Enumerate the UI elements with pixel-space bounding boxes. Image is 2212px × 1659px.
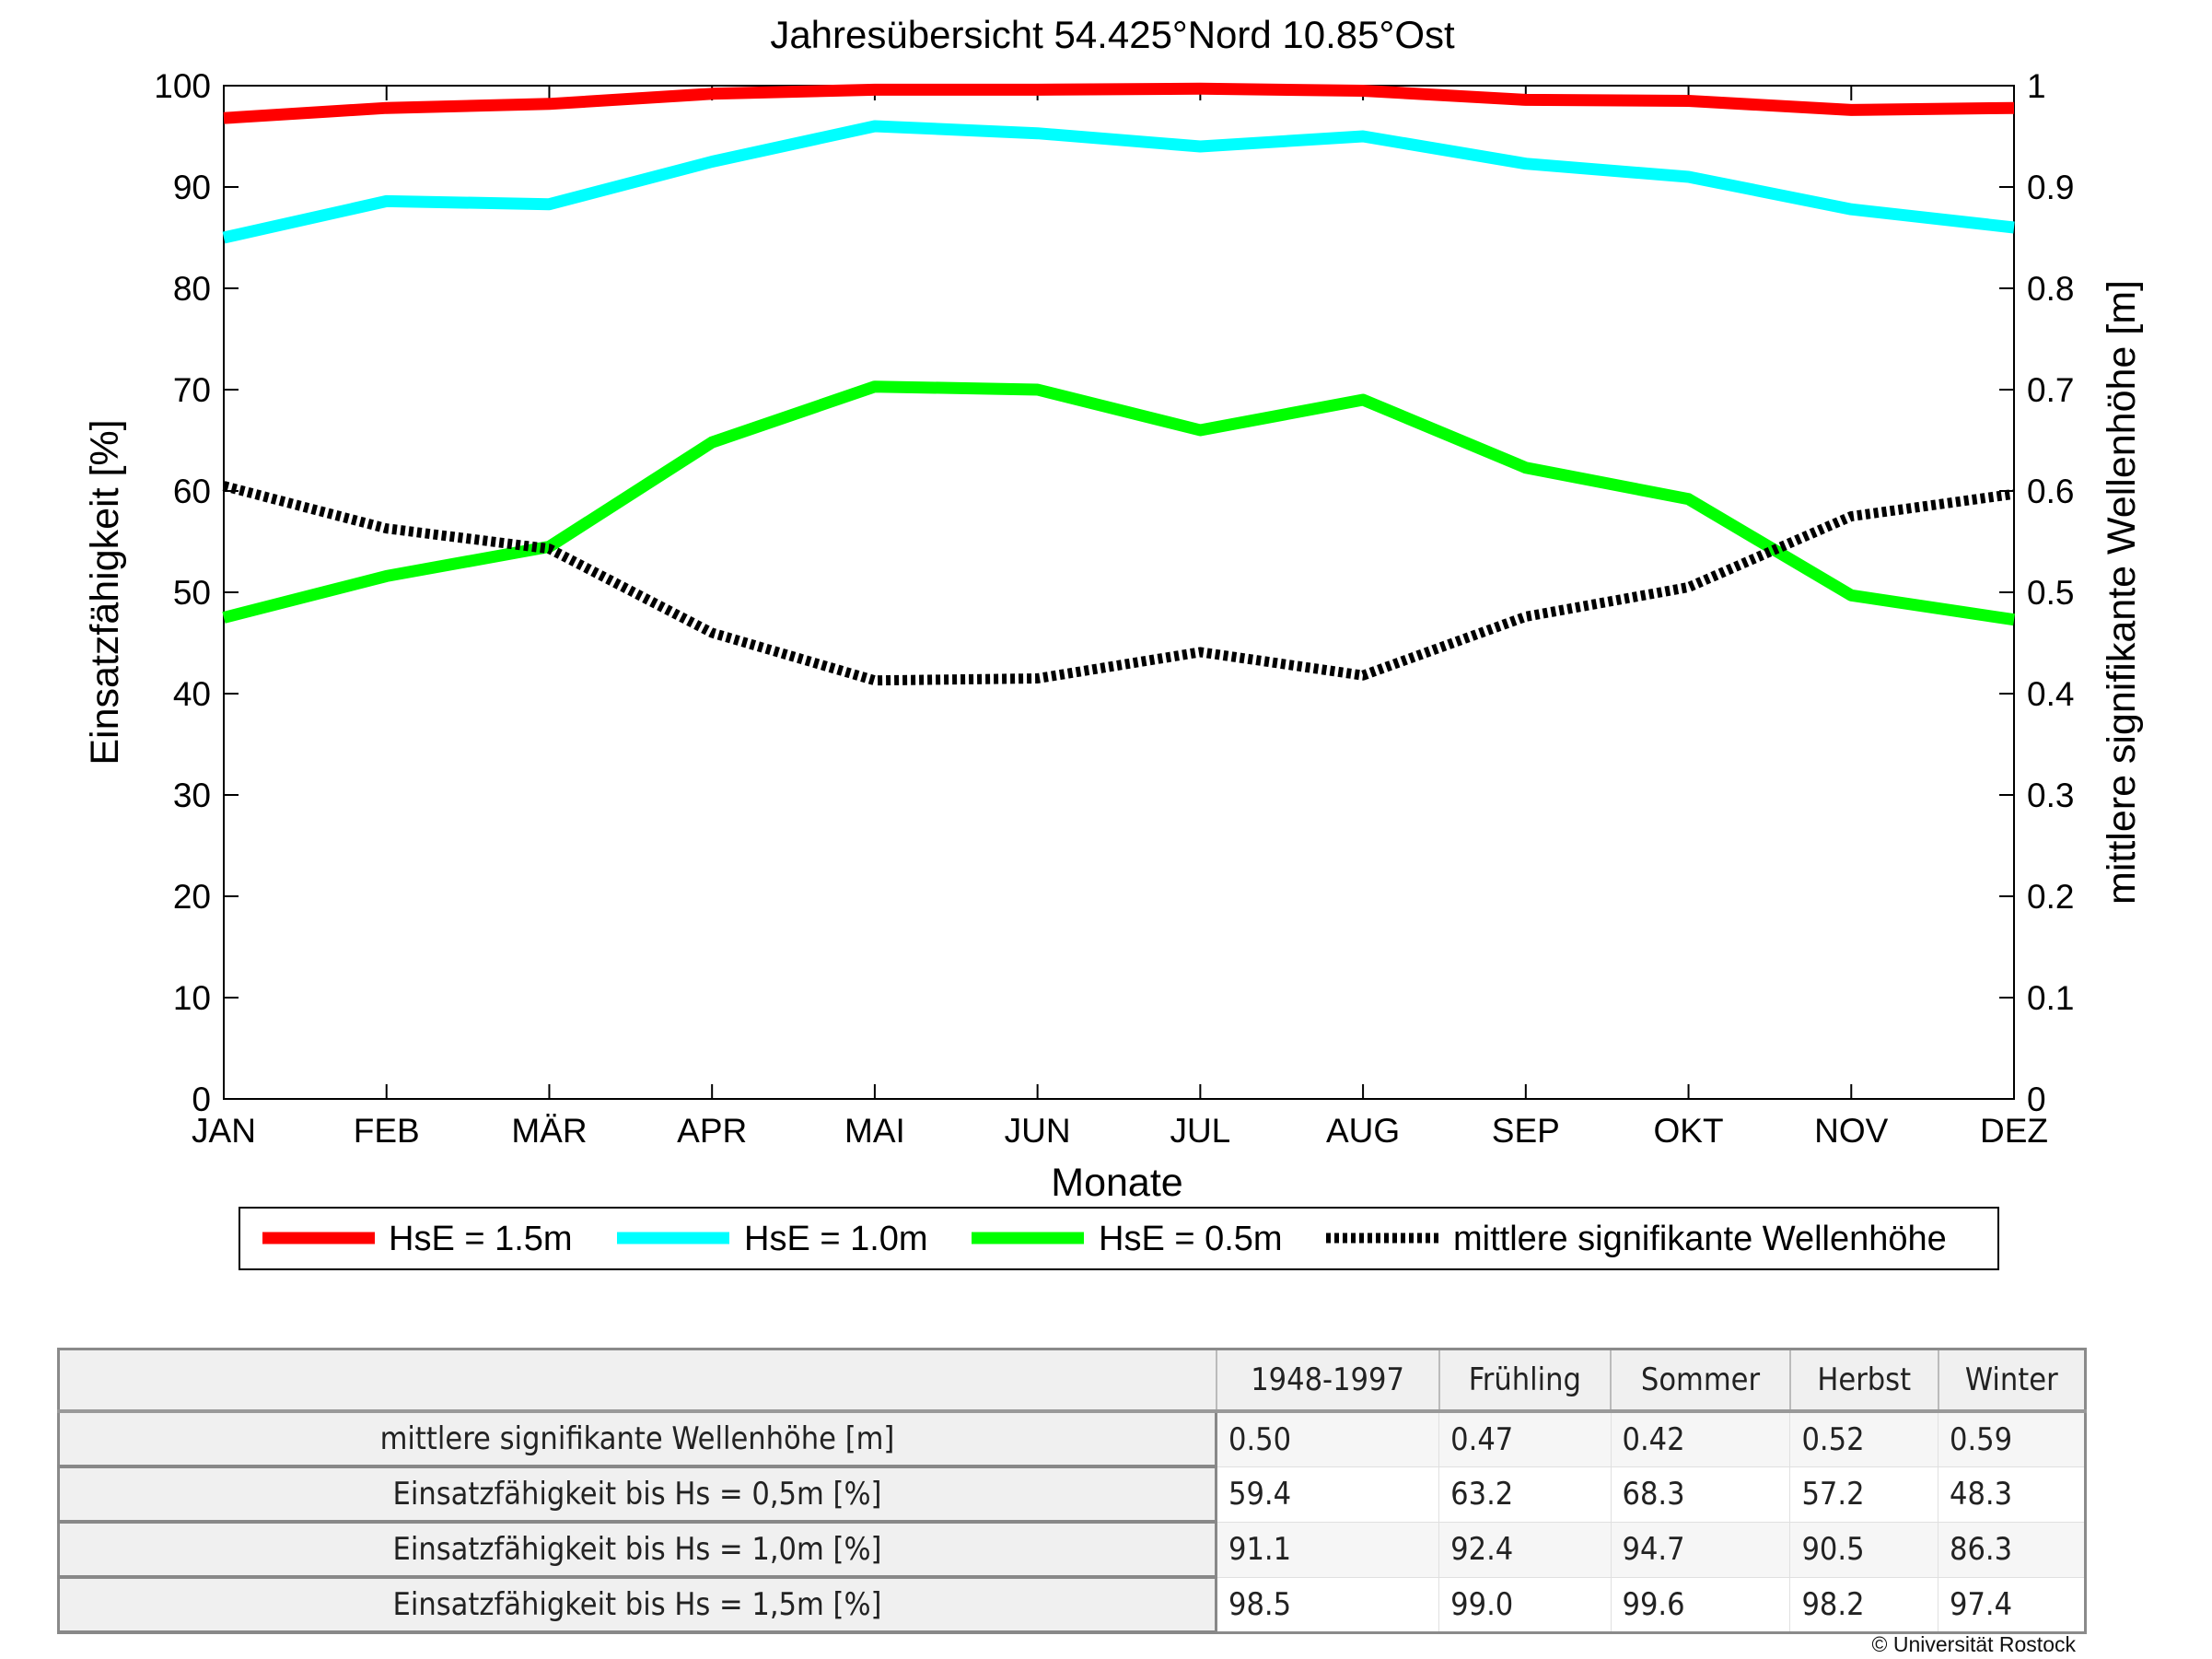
y-tick-label: 20 (173, 878, 211, 916)
table-cell: 94.7 (1610, 1521, 1791, 1578)
chart-title: Jahresübersicht 54.425°Nord 10.85°Ost (770, 13, 1455, 56)
x-tick-label: JAN (192, 1112, 256, 1150)
y2-tick-label: 0.5 (2027, 574, 2074, 612)
header-cell: Sommer (1610, 1349, 1791, 1413)
y2-tick-label: 0.3 (2027, 777, 2074, 814)
x-tick-label: JUL (1170, 1112, 1230, 1150)
table-cell: 48.3 (1938, 1466, 2086, 1523)
table-row: mittlere signifikante Wellenhöhe [m] 0.50… (58, 1410, 2086, 1468)
table-cell: 0.42 (1610, 1410, 1791, 1467)
y-tick-label: 80 (173, 270, 211, 308)
legend-label: mittlere signifikante Wellenhöhe (1453, 1220, 1947, 1258)
table-cell: 92.4 (1438, 1521, 1612, 1578)
y2-tick-label: 0.4 (2027, 675, 2074, 713)
header-cell: 1948-1997 (1215, 1349, 1440, 1413)
header-cell: Frühling (1438, 1349, 1612, 1413)
chart: Jahresübersicht 54.425°Nord 10.85°Ost 0 0 1… (83, 13, 2144, 1270)
table-row: Einsatzfähigkeit bis Hs = 1,0m [%] 91.1 92… (58, 1521, 2086, 1579)
y-axis-label: Einsatzfähigkeit [%] (83, 419, 127, 765)
x-tick-label: SEP (1492, 1112, 1560, 1150)
y2-tick-label: 0.8 (2027, 270, 2074, 308)
table-row: Einsatzfähigkeit bis Hs = 1,5m [%] 98.5 99… (58, 1576, 2086, 1634)
series-line-2 (222, 380, 2015, 626)
y-tick-label: 10 (173, 979, 211, 1017)
row-label: Einsatzfähigkeit bis Hs = 0,5m [%] (58, 1466, 1217, 1524)
table-cell: 99.0 (1438, 1576, 1612, 1633)
plot-area (223, 85, 2015, 1100)
x-tick-label: MAI (844, 1112, 905, 1150)
x-tick-label: MÄR (511, 1112, 587, 1150)
y-tick-label: 90 (173, 169, 211, 206)
x-tick-label: OKT (1654, 1112, 1724, 1150)
y2-tick-label: 0 (2027, 1081, 2046, 1118)
table-cell: 59.4 (1215, 1466, 1440, 1523)
table-cell: 0.59 (1938, 1410, 2086, 1467)
table-cell: 97.4 (1938, 1576, 2086, 1633)
table-cell: 90.5 (1789, 1521, 1939, 1578)
series-line-0 (223, 82, 2015, 124)
header-cell: Winter (1938, 1349, 2087, 1413)
table-cell: 63.2 (1438, 1466, 1612, 1523)
table-cell: 57.2 (1789, 1466, 1939, 1523)
series-line-1 (222, 120, 2015, 244)
legend-label: HsE = 1.5m (389, 1220, 573, 1258)
y2-tick-label: 0.6 (2027, 473, 2074, 510)
row-label: Einsatzfähigkeit bis Hs = 1,0m [%] (58, 1521, 1217, 1579)
table-cell: 98.2 (1789, 1576, 1939, 1633)
legend-label: HsE = 0.5m (1099, 1220, 1283, 1258)
y2-tick-label: 0.9 (2027, 169, 2074, 206)
y2-tick-label: 0.2 (2027, 878, 2074, 916)
table-cell: 98.5 (1215, 1576, 1440, 1633)
x-tick-label: NOV (1814, 1112, 1889, 1150)
y-tick-label: 40 (173, 675, 211, 713)
y-tick-label: 50 (173, 574, 211, 612)
x-tick-label: FEB (354, 1112, 420, 1150)
table-header-row: 1948-1997 Frühling Sommer Herbst Winter (58, 1349, 2087, 1413)
header-cell: Herbst (1789, 1349, 1939, 1413)
legend (239, 1207, 1999, 1270)
table-cell: 0.47 (1438, 1410, 1612, 1467)
legend-label: HsE = 1.0m (744, 1220, 928, 1258)
table-cell: 0.52 (1789, 1410, 1939, 1467)
header-cell (58, 1349, 1217, 1413)
x-tick-label: DEZ (1980, 1112, 2048, 1150)
table-cell: 0.50 (1215, 1410, 1440, 1467)
table-cell: 99.6 (1610, 1576, 1791, 1633)
x-tick-label: AUG (1326, 1112, 1400, 1150)
y2-tick-label: 1 (2027, 67, 2046, 105)
y-tick-label: 60 (173, 473, 211, 510)
table-cell: 68.3 (1610, 1466, 1791, 1523)
y-tick-label: 30 (173, 777, 211, 814)
summary-table: 1948-1997 Frühling Sommer Herbst Winter … (57, 1348, 2087, 1634)
table-cell: 91.1 (1215, 1521, 1440, 1578)
y2-tick-label: 0.1 (2027, 979, 2074, 1017)
x-axis-label: Monate (1051, 1161, 1182, 1205)
y-tick-label: 100 (154, 67, 211, 105)
y2-tick-label: 0.7 (2027, 371, 2074, 409)
y-tick-label: 70 (173, 371, 211, 409)
copyright: © Universität Rostock (1871, 1632, 2076, 1656)
x-tick-label: APR (677, 1112, 747, 1150)
table-cell: 86.3 (1938, 1521, 2086, 1578)
y2-axis-label: mittlere signifikante Wellenhöhe [m] (2100, 280, 2144, 905)
table-row: Einsatzfähigkeit bis Hs = 0,5m [%] 59.4 63… (58, 1466, 2086, 1524)
row-label: mittlere signifikante Wellenhöhe [m] (58, 1410, 1217, 1468)
series-line-3 (222, 481, 2015, 686)
x-tick-label: JUN (1005, 1112, 1071, 1150)
row-label: Einsatzfähigkeit bis Hs = 1,5m [%] (58, 1576, 1217, 1634)
y-tick-label: 0 (192, 1081, 211, 1118)
